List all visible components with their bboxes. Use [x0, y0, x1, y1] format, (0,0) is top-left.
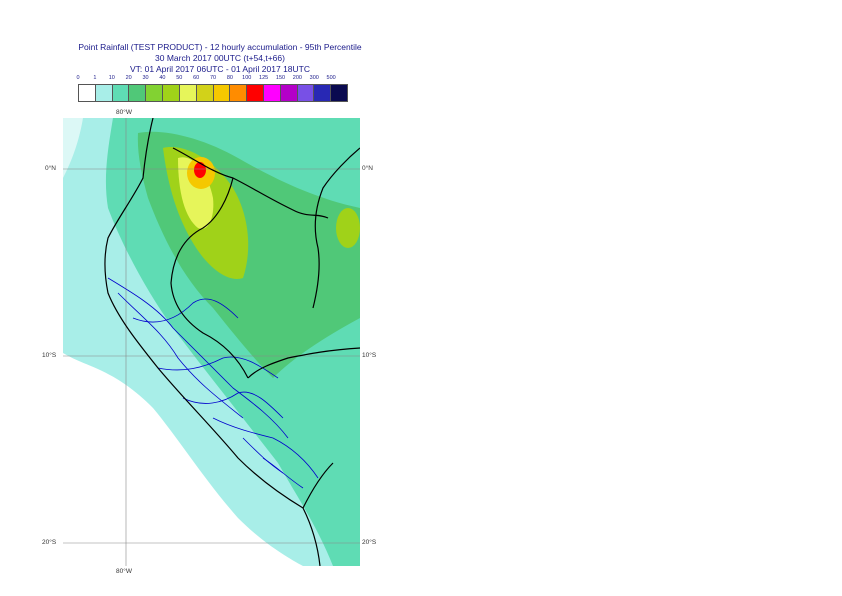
white-dry-zone	[63, 353, 303, 566]
valid-time: VT: 01 April 2017 06UTC - 01 April 2017 …	[129, 64, 310, 74]
legend-swatch	[112, 85, 130, 101]
graticule	[63, 118, 360, 566]
admin-boundaries	[107, 277, 319, 489]
legend-tick-label: 60	[193, 75, 200, 81]
rainfall-map	[63, 118, 360, 566]
legend-swatch	[230, 85, 248, 101]
lat-label-20-right: 20°S	[362, 539, 377, 546]
legend-tick-label: 100	[242, 75, 252, 81]
legend-tick-label: 70	[209, 75, 217, 81]
legend-tick-labels: 0 1 10 20 30 40 50 60 70 80 100 125 150 200 300 500	[0, 75, 842, 85]
legend-tick-label: 20	[125, 75, 132, 81]
lon-label-bottom: 80°W	[116, 568, 132, 575]
color-legend	[78, 84, 348, 102]
legend-tick-label: 125	[259, 75, 269, 81]
legend-swatch	[129, 85, 147, 101]
red-core	[194, 162, 206, 178]
legend-tick-label: 10	[108, 75, 115, 81]
legend-swatch	[280, 85, 298, 101]
lon-label-top: 80°W	[116, 109, 132, 116]
lat-label-10-left: 10°S	[42, 352, 57, 359]
legend-tick-label: 0	[76, 75, 80, 81]
lime-patch-east	[336, 208, 360, 248]
legend-swatch	[196, 85, 214, 101]
legend-tick-label: 300	[309, 75, 319, 81]
legend-tick-label: 40	[159, 75, 166, 81]
legend-swatch	[213, 85, 231, 101]
run-time: 30 March 2017 00UTC (t+54,t+66)	[155, 53, 285, 63]
country-borders	[104, 118, 360, 566]
legend-tick-label: 200	[292, 75, 302, 81]
legend-tick-label: 80	[226, 75, 233, 81]
legend-tick-label: 30	[142, 75, 149, 81]
map-title: Point Rainfall (TEST PRODUCT) - 12 hourl…	[78, 42, 362, 52]
legend-swatch	[297, 85, 315, 101]
legend-tick-label: 1	[93, 75, 97, 81]
legend-tick-label: 50	[176, 75, 183, 81]
legend-swatch	[146, 85, 164, 101]
lat-label-20-left: 20°S	[42, 539, 57, 546]
legend-swatch	[79, 85, 96, 101]
white-patch-north	[63, 118, 83, 178]
lat-label-0-right: 0°N	[362, 165, 373, 172]
legend-swatch	[247, 85, 264, 101]
lat-label-10-right: 10°S	[362, 352, 377, 359]
legend-tick-label: 500	[326, 75, 336, 81]
legend-swatch	[263, 85, 281, 101]
legend-swatch	[163, 85, 180, 101]
legend-swatch	[95, 85, 113, 101]
lat-label-0-left: 0°N	[45, 165, 56, 172]
legend-swatch	[314, 85, 332, 101]
legend-swatch	[331, 85, 347, 101]
legend-tick-label: 150	[275, 75, 286, 81]
legend-swatch	[179, 85, 197, 101]
